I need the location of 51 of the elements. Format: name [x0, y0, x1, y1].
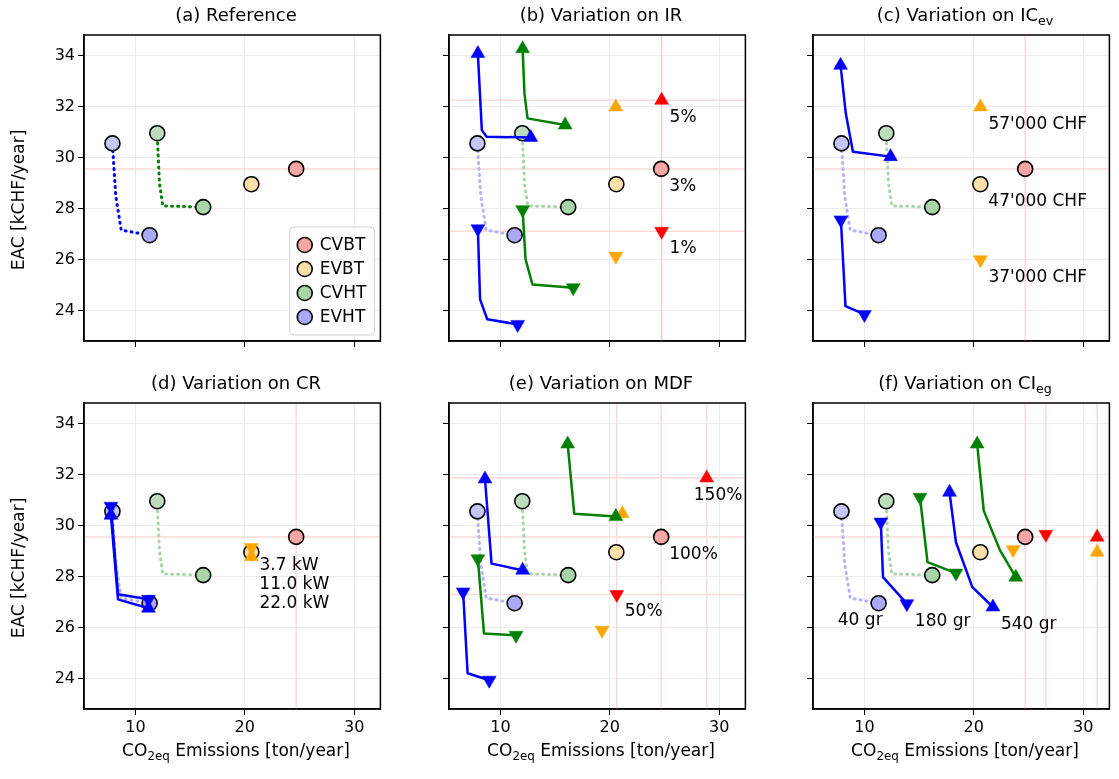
x-tick-label: 30: [708, 716, 730, 736]
chart-title: (b) Variation on IR: [518, 4, 684, 25]
annotation: 11.0 kW: [259, 572, 330, 593]
chart-title: (d) Variation on CR: [150, 372, 322, 393]
x-tick-label: 10: [854, 716, 875, 736]
x-tick-label: 30: [343, 716, 365, 736]
chart-title: (e) Variation on MDF: [507, 372, 695, 393]
chart-title: (a) Reference: [174, 4, 298, 25]
y-axis-title: EAC [kCHF/year]: [8, 128, 28, 273]
y-tick-label: 34: [54, 44, 75, 64]
annotation: 3%: [669, 174, 697, 195]
annotation: 22.0 kW: [259, 591, 330, 612]
y-axis-title: EAC [kCHF/year]: [8, 496, 28, 641]
annotation: 150%: [693, 483, 743, 504]
x-tick-label: 10: [125, 716, 146, 736]
y-tick-label: 30: [54, 146, 75, 166]
y-tick-label: 24: [54, 667, 75, 687]
annotation: 37'000 CHF: [988, 265, 1088, 286]
x-tick-label: 20: [599, 716, 620, 736]
annotation: 540 gr: [1000, 612, 1057, 633]
annotation: 5%: [669, 106, 697, 127]
legend-label: EVBT: [319, 258, 365, 279]
y-tick-label: 26: [54, 248, 75, 268]
legend-label: CVHT: [319, 282, 368, 303]
chart-title: (f) Variation on CI$_{eg}$: [877, 372, 1053, 396]
y-tick-label: 28: [54, 197, 75, 217]
annotation: 3.7 kW: [259, 553, 319, 574]
annotation: 50%: [624, 600, 663, 621]
y-tick-label: 28: [54, 565, 75, 585]
annotation: 40 gr: [837, 609, 883, 630]
annotation: 47'000 CHF: [988, 190, 1087, 211]
x-tick-label: 30: [1072, 716, 1094, 736]
x-tick-label: 10: [490, 716, 511, 736]
y-tick-label: 34: [54, 412, 75, 432]
x-axis-title: CO$_{2eq}$ Emissions [ton/year]: [121, 740, 351, 763]
annotation: 100%: [669, 542, 718, 563]
y-tick-label: 26: [54, 616, 75, 636]
y-tick-label: 32: [54, 95, 75, 115]
x-tick-label: 20: [963, 716, 984, 736]
legend-label: CVBT: [319, 234, 366, 255]
chart-title: (c) Variation on IC$_{ev}$: [875, 4, 1055, 28]
annotation: 1%: [669, 237, 697, 258]
annotation: 57'000 CHF: [988, 112, 1088, 133]
annotation: 180 gr: [914, 609, 971, 630]
x-axis-title: CO$_{2eq}$ Emissions [ton/year]: [486, 740, 716, 763]
y-tick-label: 24: [54, 299, 75, 319]
y-tick-label: 32: [54, 463, 75, 483]
x-tick-label: 20: [234, 716, 255, 736]
y-tick-label: 30: [54, 514, 75, 534]
x-axis-title: CO$_{2eq}$ Emissions [ton/year]: [850, 740, 1080, 763]
legend-label: EVHT: [319, 306, 366, 327]
